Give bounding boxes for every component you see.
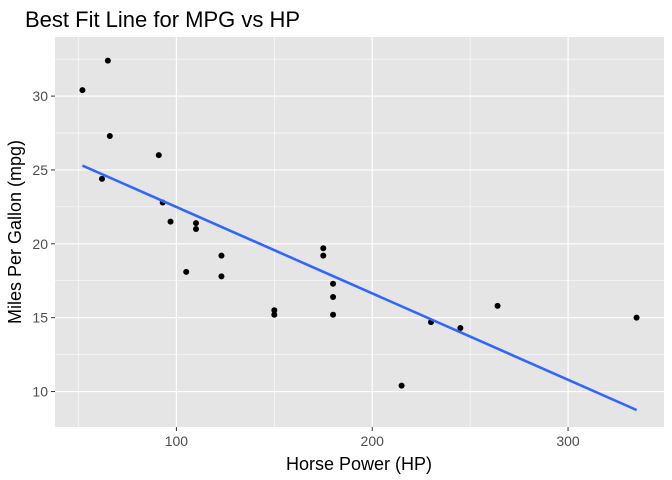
data-point (330, 280, 337, 287)
data-point (271, 311, 278, 318)
data-point (330, 294, 337, 300)
data-point (320, 245, 327, 252)
data-point (167, 218, 174, 225)
y-axis-title: Miles Per Gallon (mpg) (5, 140, 25, 324)
chart-title: Best Fit Line for MPG vs HP (25, 7, 300, 32)
x-axis: 100 200 300 (165, 427, 580, 449)
data-point (104, 57, 111, 64)
data-point (192, 226, 199, 233)
minor-gridlines (55, 37, 664, 427)
y-tick-label: 25 (32, 162, 48, 178)
data-point (330, 311, 337, 318)
y-tick-label: 20 (32, 236, 48, 252)
data-point (79, 87, 86, 94)
plot-panel (55, 37, 664, 427)
data-point (98, 175, 105, 182)
data-point (398, 382, 405, 389)
x-axis-title: Horse Power (HP) (286, 454, 432, 474)
data-point (192, 220, 199, 227)
data-point (633, 314, 640, 321)
fit-line (81, 164, 638, 412)
y-axis: 10 15 20 25 30 (32, 88, 55, 400)
data-points (79, 57, 640, 389)
data-point (494, 302, 501, 309)
data-point (218, 252, 225, 259)
data-point (183, 268, 190, 275)
data-point (106, 132, 113, 139)
data-point (218, 273, 225, 280)
major-gridlines (55, 37, 664, 427)
fit-line-group (81, 164, 638, 412)
x-tick-label: 200 (361, 433, 385, 449)
data-point (155, 152, 162, 159)
x-tick-label: 100 (165, 433, 189, 449)
data-point (457, 325, 464, 332)
y-tick-label: 15 (32, 310, 48, 326)
y-tick-label: 10 (32, 384, 48, 400)
x-tick-label: 300 (556, 433, 580, 449)
data-point (320, 252, 327, 259)
y-tick-label: 30 (32, 88, 48, 104)
data-point (271, 307, 278, 314)
